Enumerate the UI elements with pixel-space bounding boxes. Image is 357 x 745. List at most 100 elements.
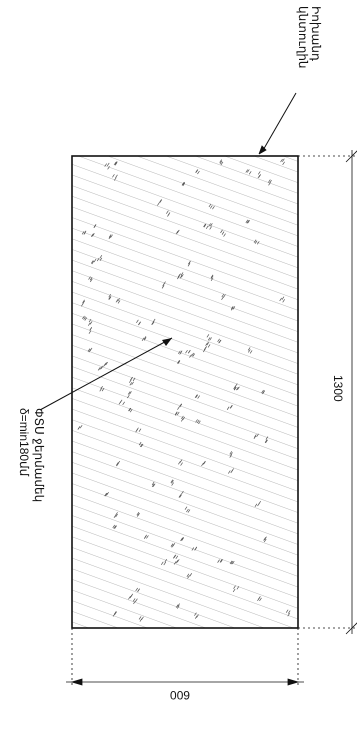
label-left-line2: δ=min180մմ <box>17 408 31 477</box>
insulation-mark <box>245 169 252 175</box>
insulation-mark <box>88 327 93 334</box>
insulation-mark <box>135 587 140 592</box>
insulation-mark <box>88 276 93 283</box>
label-left-line1: ΦՏՍ ջերմամեկ <box>32 408 46 503</box>
dimension-length <box>298 150 357 635</box>
insulation-mark <box>257 596 262 602</box>
insulation-mark <box>217 338 222 344</box>
insulation-mark <box>245 219 250 224</box>
insulation-mark <box>115 298 121 304</box>
label-top: Իոխանդ կնտուղին <box>296 6 323 69</box>
insulation-mark <box>143 534 149 539</box>
insulation-mark <box>178 490 184 498</box>
insulation-mark <box>184 506 191 513</box>
insulation-mark <box>81 299 85 307</box>
leader-arrow-left <box>162 338 172 346</box>
insulation-mark <box>179 272 184 279</box>
insulation-mark <box>173 559 180 565</box>
insulation-mark <box>195 169 200 175</box>
insulation-mark <box>220 229 226 237</box>
insulation-mark <box>175 229 180 235</box>
insulation-mark <box>129 379 134 386</box>
leader-arrow-top <box>258 145 267 155</box>
dim-length-label: 1300 <box>331 375 345 402</box>
insulation-mark <box>81 230 87 235</box>
insulation-mark <box>104 492 109 497</box>
insulation-mark <box>226 405 233 410</box>
insulation-mark <box>174 411 180 416</box>
insulation-mark <box>99 386 105 392</box>
insulation-mark <box>233 383 240 391</box>
insulation-mark <box>232 585 240 593</box>
insulation-mark <box>128 407 133 413</box>
insulation-mark <box>93 224 97 229</box>
insulation-mark <box>206 334 212 341</box>
dimension-width <box>66 628 304 686</box>
insulation-mark <box>253 239 260 245</box>
insulation-mark <box>141 336 147 342</box>
insulation-mark <box>108 293 112 300</box>
insulation-mark <box>177 403 183 410</box>
insulation-mark <box>177 360 181 364</box>
insulation-mark <box>230 305 236 311</box>
label-top-line1: Իոխանդ <box>309 6 323 61</box>
insulation-mark <box>221 293 226 300</box>
insulation-mark <box>208 203 215 210</box>
insulation-mark <box>138 616 144 622</box>
insulation-mark <box>257 171 262 179</box>
insulation-mark <box>128 593 134 600</box>
insulation-mark <box>113 512 118 518</box>
insulation-mark <box>96 254 103 262</box>
insulation-mark <box>136 319 142 326</box>
insulation-mark <box>161 281 166 289</box>
dim-width-label: 600 <box>170 688 191 702</box>
insulation-mark <box>203 223 209 229</box>
insulation-mark <box>202 346 208 353</box>
insulation-mark <box>280 158 285 165</box>
insulation-mark <box>135 427 142 433</box>
insulation-mark <box>253 433 259 439</box>
insulation-mark <box>112 524 117 529</box>
insulation-mark <box>254 500 261 508</box>
insulation-mark <box>82 315 88 321</box>
insulation-mark <box>189 352 195 358</box>
insulation-mark <box>247 347 253 354</box>
insulation-mark <box>195 419 201 425</box>
insulation-fill <box>72 156 298 628</box>
insulation-mark <box>88 318 93 326</box>
insulation-mark <box>136 512 140 517</box>
insulation-mark <box>166 210 171 217</box>
insulation-mark <box>138 441 144 448</box>
insulation-mark <box>219 159 224 166</box>
insulation-mark <box>180 415 186 422</box>
insulation-mark <box>104 162 110 170</box>
insulation-mark <box>217 559 223 563</box>
insulation-mark <box>170 479 174 486</box>
insulation-mark <box>160 559 168 566</box>
insulation-mark <box>180 537 184 542</box>
leader-line-top <box>261 92 297 153</box>
insulation-mark <box>285 609 291 617</box>
insulation-mark <box>118 399 125 405</box>
insulation-mark <box>279 296 285 303</box>
insulation-dots <box>77 158 291 622</box>
insulation-mark <box>263 536 267 543</box>
insulation-mark <box>157 199 163 206</box>
insulation-mark <box>264 436 269 444</box>
insulation-mark <box>151 481 156 488</box>
insulation-mark <box>112 174 118 181</box>
insulation-mark <box>194 612 199 619</box>
insulation-mark <box>103 361 108 367</box>
insulation-mark <box>185 349 191 354</box>
insulation-mark <box>191 546 198 551</box>
insulation-mark <box>112 611 117 617</box>
insulation-mark <box>205 341 211 348</box>
insulation-mark <box>172 554 179 559</box>
insulation-mark <box>115 460 121 467</box>
insulation-mark <box>108 234 113 240</box>
insulation-mark <box>97 365 104 371</box>
insulation-mark <box>175 603 180 609</box>
insulation-mark <box>87 347 93 353</box>
insulation-mark <box>177 273 181 280</box>
